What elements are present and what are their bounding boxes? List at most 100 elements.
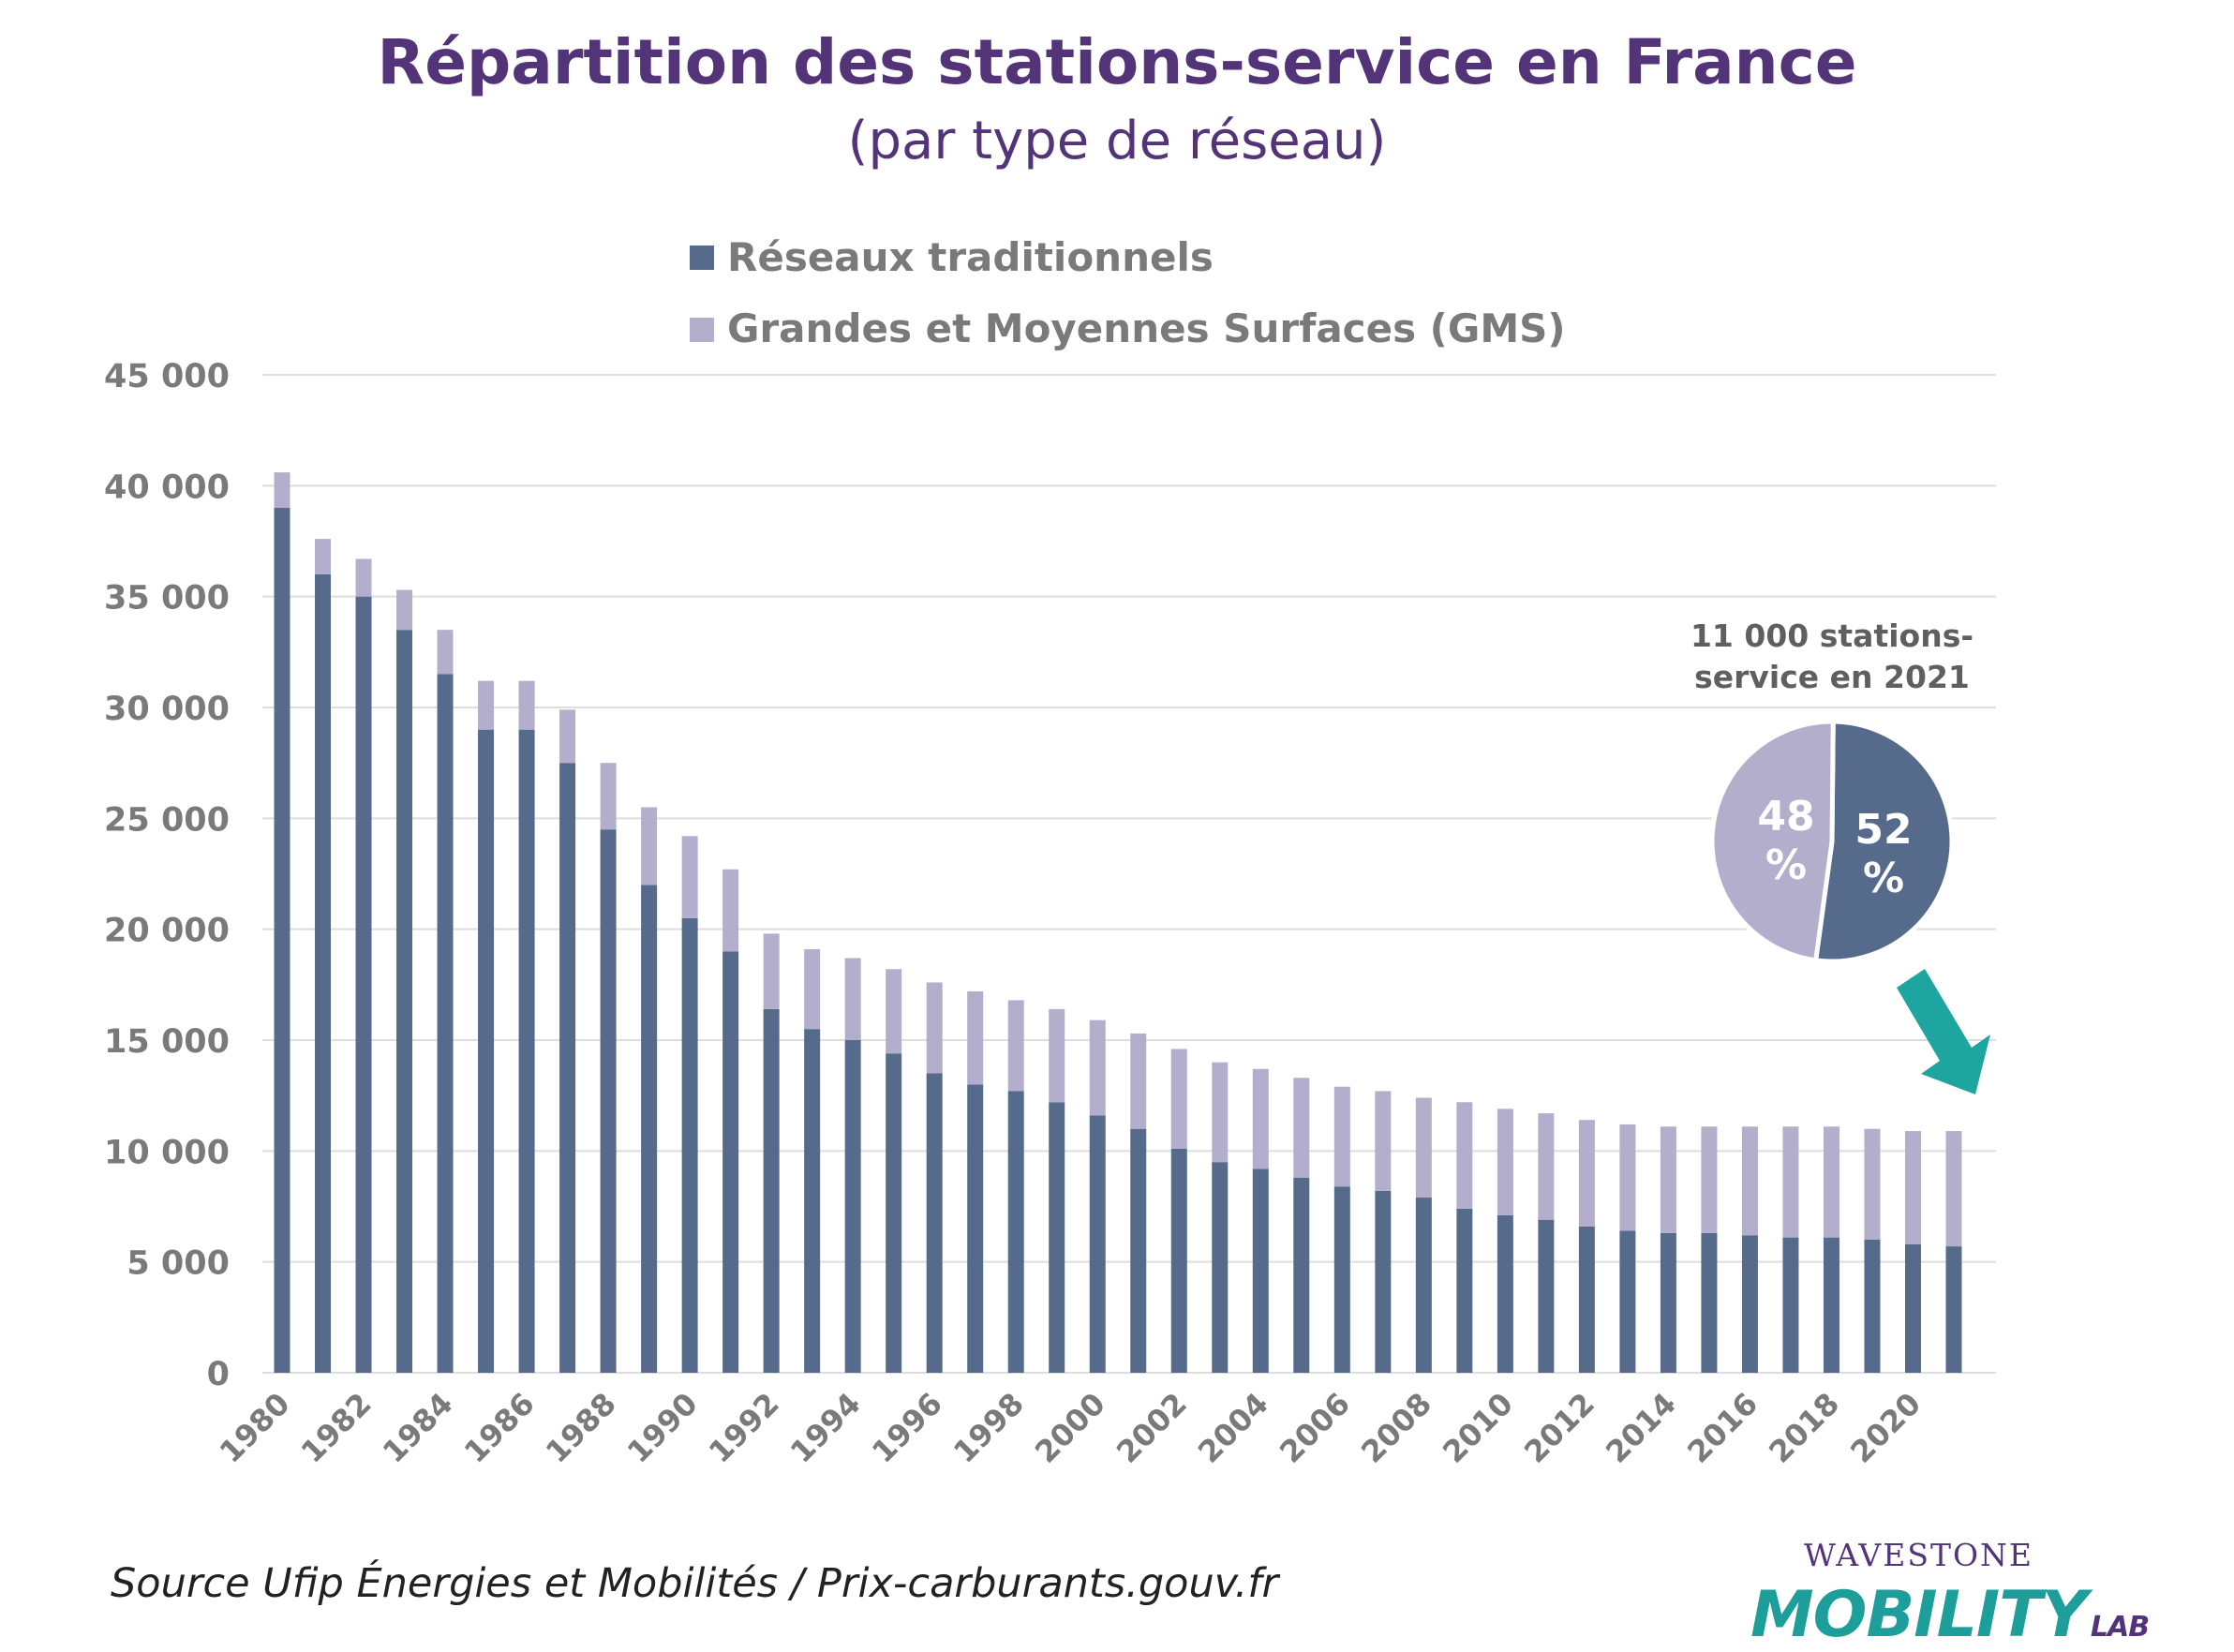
bar-gms	[1945, 1131, 1962, 1247]
gridlines	[262, 374, 1996, 1374]
bar-traditional	[1701, 1232, 1718, 1373]
pie-caption-line1: 11 000 stations-	[1690, 618, 1973, 654]
stacked-bar-chart: 0 5 000 10 000 15 000 20 000 25 000 30 000 35 0…	[104, 234, 1996, 1470]
bar-gms	[478, 680, 495, 730]
x-axis-ticks: 1980198219841986198819901992199419961998…	[213, 1386, 1928, 1470]
logo-wavestone-text: WAVESTONE	[1803, 1537, 2033, 1573]
pie-label-52-percent: %	[1863, 855, 1904, 902]
bar-traditional	[1130, 1128, 1147, 1373]
bar-gms	[926, 982, 943, 1074]
bar-traditional	[1782, 1237, 1799, 1373]
bar-traditional	[1660, 1232, 1676, 1373]
legend: Réseaux traditionnels Grandes et Moyenne…	[690, 234, 1566, 351]
bar-gms	[1782, 1126, 1799, 1238]
bar-traditional	[967, 1084, 984, 1373]
y-tick-label: 35 000	[104, 580, 230, 618]
bar-traditional	[1945, 1246, 1962, 1373]
inset-pie-2021: 11 000 stations- service en 2021 52 % 48…	[1690, 618, 1990, 1094]
x-tick-label: 2000	[1028, 1386, 1112, 1470]
bar-gms	[886, 969, 902, 1054]
bar-gms	[1538, 1113, 1555, 1220]
bar-traditional	[1007, 1091, 1024, 1373]
bar-gms	[1252, 1068, 1269, 1169]
bar-gms	[1497, 1109, 1513, 1215]
x-tick-label: 2020	[1843, 1386, 1928, 1470]
bar-traditional	[1049, 1102, 1065, 1373]
bar-traditional	[355, 596, 372, 1373]
bar-gms	[1456, 1102, 1473, 1209]
bar-gms	[1375, 1091, 1392, 1191]
bar-gms	[681, 836, 698, 918]
bar-traditional	[315, 574, 332, 1373]
x-tick-label: 2004	[1191, 1386, 1275, 1470]
bar-traditional	[886, 1053, 902, 1373]
bar-traditional	[1252, 1168, 1269, 1373]
bar-traditional	[1578, 1226, 1595, 1373]
bar-gms	[1049, 1008, 1065, 1103]
logo-mobility-word: MOBILITY	[1750, 1578, 2088, 1652]
chart-subtitle: (par type de réseau)	[847, 111, 1387, 171]
x-tick-label: 1986	[457, 1386, 542, 1470]
bar-traditional	[1375, 1190, 1392, 1373]
bar-traditional	[1089, 1115, 1106, 1373]
x-tick-label: 2012	[1517, 1386, 1601, 1470]
y-tick-label: 0	[207, 1356, 230, 1393]
bar-traditional	[804, 1029, 821, 1373]
bar-gms	[1170, 1049, 1187, 1149]
bar-traditional	[559, 763, 576, 1373]
y-tick-label: 15 000	[104, 1023, 230, 1061]
x-tick-label: 1988	[539, 1386, 623, 1470]
y-axis-ticks: 0 5 000 10 000 15 000 20 000 25 000 30 000 35 0…	[104, 358, 230, 1393]
bar-traditional	[1293, 1177, 1310, 1373]
y-tick-label: 40 000	[104, 469, 230, 506]
bar-gms	[1741, 1126, 1758, 1236]
bar-gms	[315, 539, 332, 574]
bar-gms	[437, 630, 454, 675]
y-tick-label: 25 000	[104, 801, 230, 839]
bar-traditional	[1864, 1240, 1881, 1373]
x-tick-label: 1996	[865, 1386, 949, 1470]
pie-caption-line2: service en 2021	[1694, 659, 1970, 695]
x-tick-label: 2016	[1680, 1386, 1765, 1470]
y-tick-label: 5 000	[127, 1245, 230, 1283]
bar-traditional	[478, 729, 495, 1373]
pie-label-48-number: 48	[1757, 793, 1814, 841]
bar-traditional	[1415, 1198, 1432, 1373]
x-tick-label: 1992	[702, 1386, 786, 1470]
x-tick-label: 1982	[294, 1386, 379, 1470]
y-tick-label: 10 000	[104, 1134, 230, 1171]
x-tick-label: 1998	[946, 1386, 1031, 1470]
chart-title: Répartition des stations-service en Fran…	[377, 26, 1857, 98]
legend-label-gms: Grandes et Moyennes Surfaces (GMS)	[727, 305, 1566, 351]
pie	[1709, 719, 1955, 964]
bar-gms	[1415, 1097, 1432, 1198]
bar-gms	[396, 589, 413, 631]
bar-traditional	[1212, 1162, 1229, 1373]
bar-gms	[763, 933, 780, 1009]
bar-gms	[804, 948, 821, 1030]
x-tick-label: 1990	[620, 1386, 705, 1470]
bar-traditional	[396, 630, 413, 1373]
source-note: Source Ufip Énergies et Mobilités / Prix…	[111, 1560, 1279, 1607]
bar-gms	[641, 807, 658, 886]
bar-traditional	[600, 829, 617, 1373]
y-tick-label: 45 000	[104, 358, 230, 395]
bar-gms	[1823, 1126, 1839, 1238]
bar-gms	[1293, 1078, 1310, 1178]
bar-gms	[844, 958, 861, 1040]
bar-gms	[1089, 1019, 1106, 1116]
bar-traditional	[274, 508, 290, 1373]
bar-traditional	[1456, 1208, 1473, 1373]
bar-gms	[1007, 1000, 1024, 1092]
legend-swatch-gms	[690, 318, 714, 342]
pie-label-52-number: 52	[1854, 806, 1912, 854]
bar-gms	[1578, 1120, 1595, 1227]
x-tick-label: 2018	[1762, 1386, 1846, 1470]
x-tick-label: 1980	[213, 1386, 297, 1470]
x-tick-label: 2010	[1436, 1386, 1520, 1470]
bar-traditional	[763, 1008, 780, 1373]
bar-traditional	[437, 674, 454, 1373]
bar-traditional	[1170, 1148, 1187, 1373]
bar-gms	[1864, 1128, 1881, 1240]
bar-traditional	[518, 729, 535, 1373]
